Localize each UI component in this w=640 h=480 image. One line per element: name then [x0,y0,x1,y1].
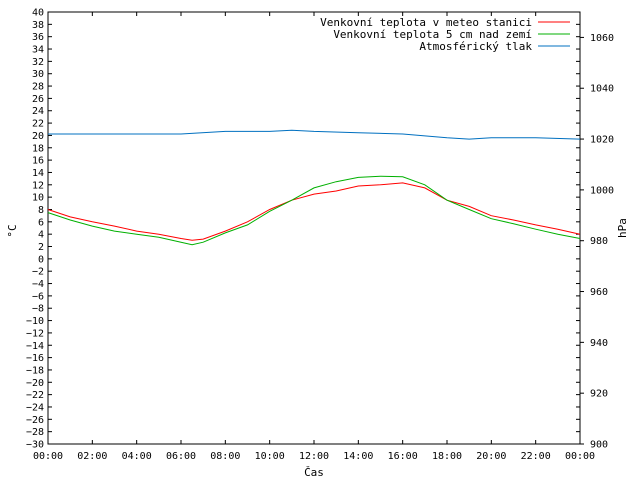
plot-frame [47,11,581,445]
y-tick-label-left: 30 [32,69,44,80]
y-tick-label-right: 1060 [590,33,614,44]
x-tick-label: 02:00 [77,451,107,462]
y-tick-label-left: 28 [32,82,44,93]
legend-label-1: Venkovní teplota v meteo stanici [320,16,532,29]
y-tick-label-left: 20 [32,131,44,142]
series-line-1 [47,182,581,241]
y-tick-label-left: −18 [26,365,44,376]
y-tick-label-right: 960 [590,287,608,298]
legend-label-2: Venkovní teplota 5 cm nad zemí [333,28,532,41]
y-tick-label-left: −14 [26,341,44,352]
right-axis: 1060 1040 1020 1000 980 960 940 920 900 [580,33,614,451]
y-tick-label-left: 12 [32,180,44,191]
y-tick-label-left: 0 [38,254,44,265]
y-tick-label-right: 920 [590,389,608,400]
y-tick-label-left: 6 [38,217,44,228]
y-tick-label-left: 26 [32,94,44,105]
bottom-axis: 00:00 02:00 04:00 06:00 08:00 10:00 12:00 14:00… [33,12,595,462]
y-tick-label-right: 1020 [590,135,614,146]
y-tick-label-right: 1040 [590,84,614,95]
x-tick-label: 20:00 [476,451,506,462]
y-tick-label-left: 18 [32,143,44,154]
y-tick-label-left: 38 [32,20,44,31]
y-tick-label-left: 4 [38,230,44,241]
y-tick-label-left: 24 [32,106,44,117]
y-tick-label-right: 940 [590,338,608,349]
y-tick-label-left: −4 [32,279,44,290]
y-tick-label-left: 8 [38,205,44,216]
x-tick-label: 00:00 [565,451,595,462]
legend: Venkovní teplota v meteo staniciVenkovní… [320,16,570,53]
y-tick-label-left: −22 [26,390,44,401]
x-tick-label: 12:00 [299,451,329,462]
y-tick-label-left: −8 [32,304,44,315]
series-line-2 [47,175,581,246]
y-tick-label-left: 40 [32,8,44,19]
left-axis: 4038363432302826242220181614121086420−2−… [26,8,580,451]
y-tick-label-left: 14 [32,168,44,179]
y-tick-label-left: 10 [32,193,44,204]
y-tick-label-right: 1000 [590,185,614,196]
y-tick-label-left: −12 [26,328,44,339]
y-tick-label-left: 36 [32,32,44,43]
y-tick-label-left: −24 [26,402,44,413]
y-axis-label-right: hPa [616,218,629,238]
series-line-3 [48,129,581,140]
y-tick-label-left: 22 [32,119,44,130]
y-tick-label-left: 34 [32,45,44,56]
y-tick-label-left: −30 [26,440,44,451]
y-tick-label-right: 980 [590,236,608,247]
y-axis-label-left: °C [6,224,19,237]
y-tick-label-left: −10 [26,316,44,327]
x-tick-label: 14:00 [343,451,373,462]
x-tick-label: 06:00 [166,451,196,462]
y-tick-label-left: 16 [32,156,44,167]
y-tick-label-left: −16 [26,353,44,364]
y-tick-label-left: 2 [38,242,44,253]
y-tick-label-left: −28 [26,427,44,438]
y-tick-label-left: −2 [32,267,44,278]
x-tick-label: 04:00 [122,451,152,462]
y-tick-label-right: 900 [590,440,608,451]
x-tick-label: 18:00 [432,451,462,462]
x-tick-label: 10:00 [255,451,285,462]
y-tick-label-left: −6 [32,291,44,302]
y-tick-label-left: −26 [26,415,44,426]
x-axis-label: Čas [304,466,324,479]
x-tick-label: 22:00 [521,451,551,462]
y-tick-label-left: 32 [32,57,44,68]
y-tick-label-left: −20 [26,378,44,389]
legend-label-3: Atmosférický tlak [419,40,532,53]
x-tick-label: 16:00 [388,451,418,462]
series-layer [47,129,581,246]
x-tick-label: 08:00 [210,451,240,462]
x-tick-label: 00:00 [33,451,63,462]
